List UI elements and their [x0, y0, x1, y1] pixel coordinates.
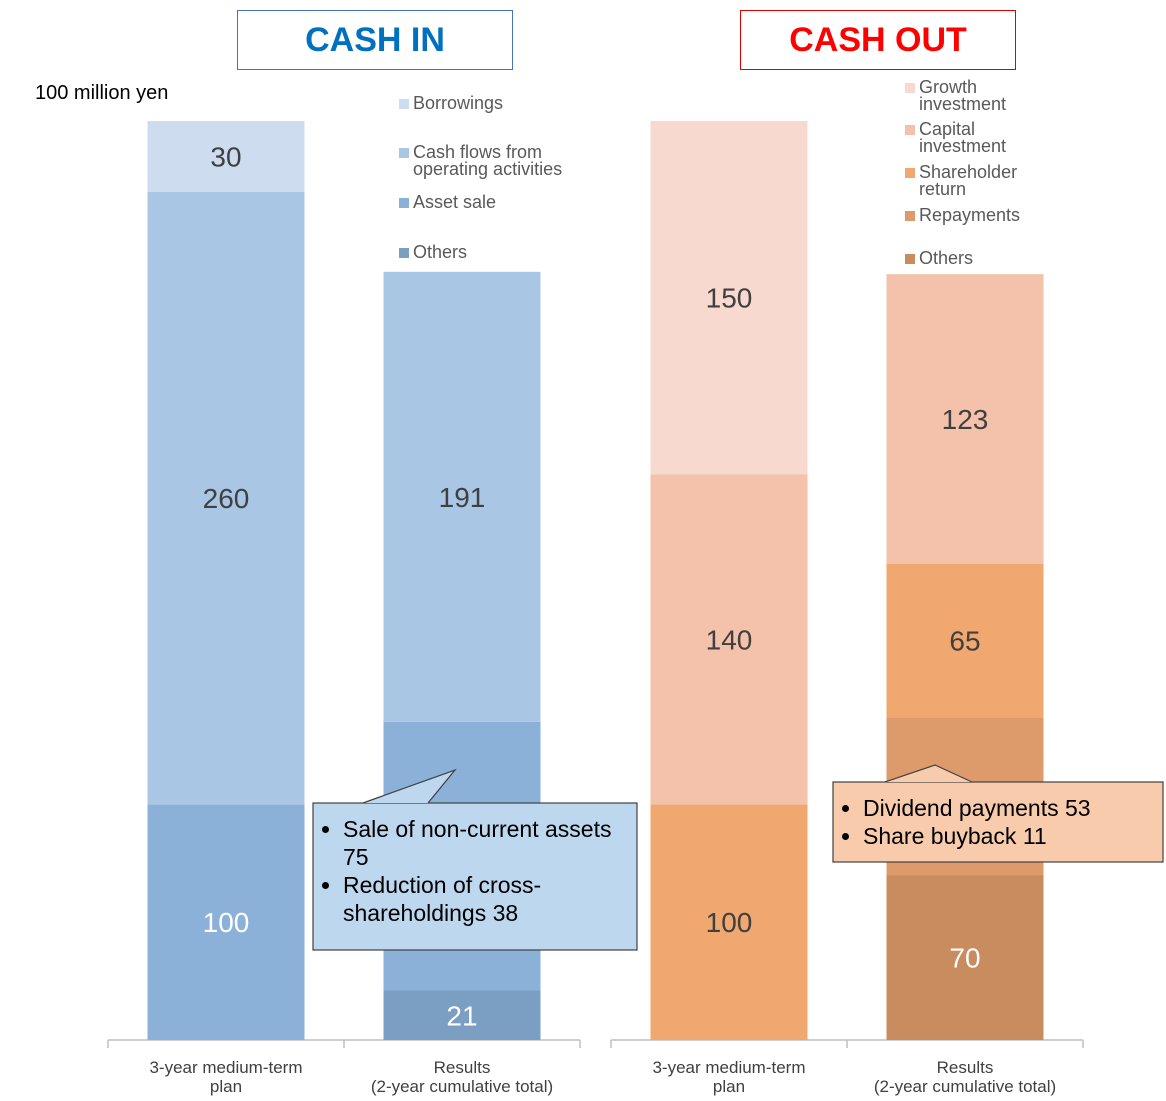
legend-swatch	[905, 125, 915, 135]
bar-segment	[147, 121, 305, 192]
legend-swatch	[905, 211, 915, 221]
value-label: 191	[439, 482, 486, 513]
callout-list: Sale of non-current assets 75Reduction o…	[323, 815, 627, 927]
bar-segment	[886, 875, 1044, 1040]
legend-label: Repayments	[919, 205, 1021, 225]
legend-label: Asset sale	[413, 192, 497, 212]
legend-label: Others	[413, 242, 468, 262]
callout-item: Reduction of cross-shareholdings 38	[343, 871, 627, 927]
legend-swatch	[905, 254, 915, 264]
value-label: 100	[706, 907, 753, 938]
legend-item: Asset sale	[399, 192, 497, 212]
value-label: 123	[942, 404, 989, 435]
bar-segment	[383, 271, 541, 722]
callout-list: Dividend payments 53Share buyback 11	[843, 794, 1153, 850]
bar-segment	[383, 990, 541, 1040]
chart-title: CASH IN	[237, 10, 513, 70]
legend-item: Borrowings	[399, 93, 504, 113]
x-tick-label: Results (2-year cumulative total)	[873, 1058, 1057, 1096]
callout-item: Sale of non-current assets 75	[343, 815, 627, 871]
legend-item: Shareholder return	[905, 162, 1018, 199]
legend-swatch	[399, 99, 409, 109]
legend-swatch	[399, 198, 409, 208]
legend-label: Borrowings	[413, 93, 504, 113]
bar-segment	[650, 474, 808, 805]
callout-box	[832, 781, 1164, 863]
callout-item: Dividend payments 53	[863, 794, 1153, 822]
legend-item: Others	[905, 248, 974, 268]
value-label: 21	[446, 1000, 477, 1031]
callout-box	[312, 802, 638, 951]
value-label: 65	[949, 626, 980, 657]
callout-tail	[885, 765, 972, 782]
unit-label: 100 million yen	[35, 82, 169, 104]
bar-segment	[147, 804, 305, 1040]
legend-item: Cash flows from operating activities	[399, 142, 563, 179]
bar-segment	[886, 274, 1044, 565]
bar-segment	[147, 191, 305, 805]
legend-label: Capital investment	[919, 119, 1007, 156]
legend-swatch	[905, 83, 915, 93]
legend-item: Growth investment	[905, 77, 1007, 114]
value-label: 30	[210, 141, 241, 172]
value-label: 140	[706, 624, 753, 655]
legend-label: Growth investment	[919, 77, 1007, 114]
callout-item: Share buyback 11	[863, 822, 1153, 850]
legend-swatch	[399, 248, 409, 258]
callout-tail-edge	[362, 768, 457, 804]
bar-segment	[650, 804, 808, 1040]
bar-segment	[650, 121, 808, 475]
legend-item: Capital investment	[905, 119, 1007, 156]
legend-item: Others	[399, 242, 468, 262]
legend-swatch	[905, 168, 915, 178]
legend-label: Shareholder return	[919, 162, 1018, 199]
callout: Sale of non-current assets 75Reduction o…	[323, 815, 627, 927]
callout: Dividend payments 53Share buyback 11	[843, 794, 1153, 850]
legend-label: Cash flows from operating activities	[413, 142, 563, 179]
x-tick-label: 3-year medium-term plan	[652, 1058, 806, 1096]
x-tick-label: Results (2-year cumulative total)	[370, 1058, 554, 1096]
bar-segment	[886, 564, 1044, 718]
x-tick-label: 3-year medium-term plan	[149, 1058, 303, 1096]
legend-swatch	[399, 148, 409, 158]
value-label: 70	[949, 943, 980, 974]
legend-label: Others	[919, 248, 974, 268]
value-label: 150	[706, 283, 753, 314]
chart-title: CASH OUT	[740, 10, 1016, 70]
value-label: 260	[203, 483, 250, 514]
value-label: 100	[203, 907, 250, 938]
legend-item: Repayments	[905, 205, 1021, 225]
callout-tail-edge	[884, 764, 973, 783]
